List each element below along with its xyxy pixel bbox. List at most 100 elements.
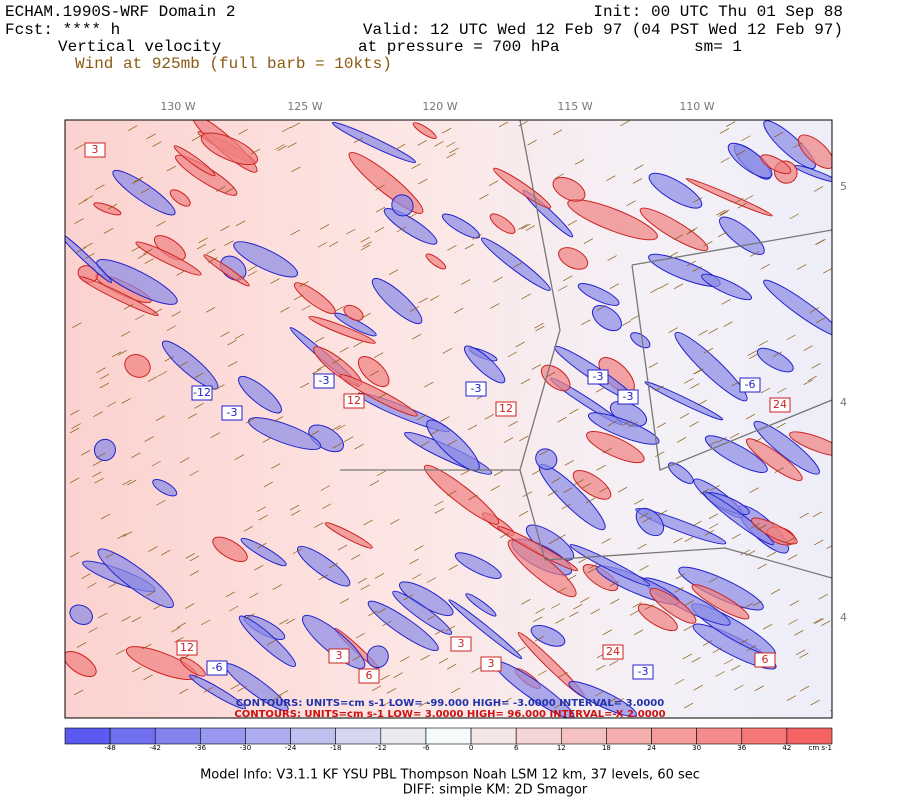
downdraft — [753, 420, 820, 475]
wind-barb — [633, 629, 644, 636]
wind-barb — [548, 538, 558, 545]
wind-barb — [96, 367, 106, 373]
wind-barb — [107, 203, 118, 210]
contour-label-box — [191, 385, 213, 401]
wind-barb — [344, 436, 354, 443]
wind-barb — [826, 545, 832, 549]
wind-barb — [757, 524, 767, 531]
wind-barb — [438, 658, 449, 664]
wind-barb — [187, 413, 198, 419]
wind-barb — [171, 626, 181, 633]
wind-barb — [179, 457, 190, 463]
wind-barb — [174, 637, 184, 643]
wind-barb — [280, 306, 290, 313]
wind-barb — [247, 270, 257, 277]
downdraft — [648, 172, 703, 209]
wind-barb — [567, 574, 577, 581]
wind-barb — [689, 421, 699, 427]
wind-barb — [153, 603, 163, 610]
wind-barb — [655, 451, 665, 458]
wind-barb — [786, 536, 796, 543]
wind-barb — [194, 403, 204, 409]
wind-barb — [70, 409, 80, 416]
wind-barb — [441, 127, 452, 134]
wind-barb — [230, 684, 240, 690]
downdraft — [392, 590, 453, 635]
wind-barb — [498, 121, 509, 128]
downdraft — [238, 615, 297, 668]
wind-barb — [434, 141, 444, 147]
colorbar: -48 -42 -36 -30 -24 -18 -12 -6 0 6 12 18 24 30 36 42 cm … — [64, 727, 833, 752]
wind-barb — [198, 237, 208, 244]
downdraft — [366, 645, 389, 669]
updraft — [293, 282, 336, 315]
wind-barb — [369, 370, 380, 377]
wind-barb — [434, 508, 445, 514]
wind-barb — [686, 260, 696, 267]
contour-label-box — [465, 381, 487, 397]
wind-barb — [137, 253, 147, 259]
wind-barb — [262, 437, 272, 443]
wind-barb — [813, 186, 824, 192]
wind-barb — [319, 224, 330, 230]
wind-barb — [527, 139, 537, 146]
wind-barb — [606, 175, 616, 182]
wind-barb — [726, 121, 736, 127]
wind-barb — [156, 220, 166, 227]
wind-barb — [161, 549, 171, 556]
downdraft — [719, 216, 765, 255]
downdraft — [297, 545, 351, 587]
wind-barb — [762, 623, 773, 630]
wind-barb — [668, 251, 678, 258]
colorbar-box — [425, 727, 472, 745]
wind-barb — [743, 603, 753, 609]
wind-barb — [434, 629, 445, 635]
wind-barb — [166, 165, 177, 172]
wind-barb — [617, 486, 628, 493]
wind-barb — [94, 477, 104, 484]
wind-barb — [607, 420, 617, 427]
wind-barb — [448, 564, 458, 571]
contour-label-box — [343, 393, 365, 409]
wind-barb — [607, 255, 617, 261]
downdraft — [465, 593, 497, 617]
wind-barb — [357, 577, 368, 584]
wind-barb — [382, 620, 392, 627]
downdraft — [97, 548, 174, 609]
wind-barb — [569, 408, 579, 415]
wind-barb — [518, 120, 528, 127]
wind-barb — [535, 325, 545, 332]
wind-barb — [429, 429, 439, 436]
wind-barb — [146, 133, 156, 140]
wind-barb — [237, 685, 247, 692]
wind-barb — [816, 317, 826, 323]
wind-barb — [281, 126, 292, 133]
wind-barb — [176, 622, 187, 628]
colorbar-tick-label: -6 — [422, 744, 430, 752]
wind-barb — [736, 149, 746, 156]
updraft — [685, 178, 773, 217]
wind-barb — [639, 512, 649, 519]
wind-barb — [156, 499, 166, 506]
longitude-label: 125 W — [287, 100, 322, 113]
downdraft — [233, 241, 299, 278]
wind-barb — [147, 376, 158, 382]
wind-barb — [564, 459, 574, 466]
wind-barb — [361, 312, 371, 319]
wind-barb — [74, 144, 84, 150]
wind-barb — [73, 689, 84, 696]
wind-barb — [228, 605, 239, 612]
forecast-hour: Fcst: **** h — [5, 21, 120, 39]
wind-barb — [634, 164, 644, 171]
wind-barb — [521, 293, 531, 300]
contour-label: -3 — [227, 406, 238, 419]
wind-barb — [395, 143, 406, 150]
wind-barb — [95, 184, 105, 191]
wind-barb — [258, 514, 268, 521]
wind-barb — [375, 184, 385, 191]
wind-barb — [704, 529, 715, 536]
wind-barb — [816, 239, 826, 245]
wind-barb — [271, 463, 281, 469]
downdraft — [463, 345, 506, 384]
downdraft — [674, 331, 748, 402]
